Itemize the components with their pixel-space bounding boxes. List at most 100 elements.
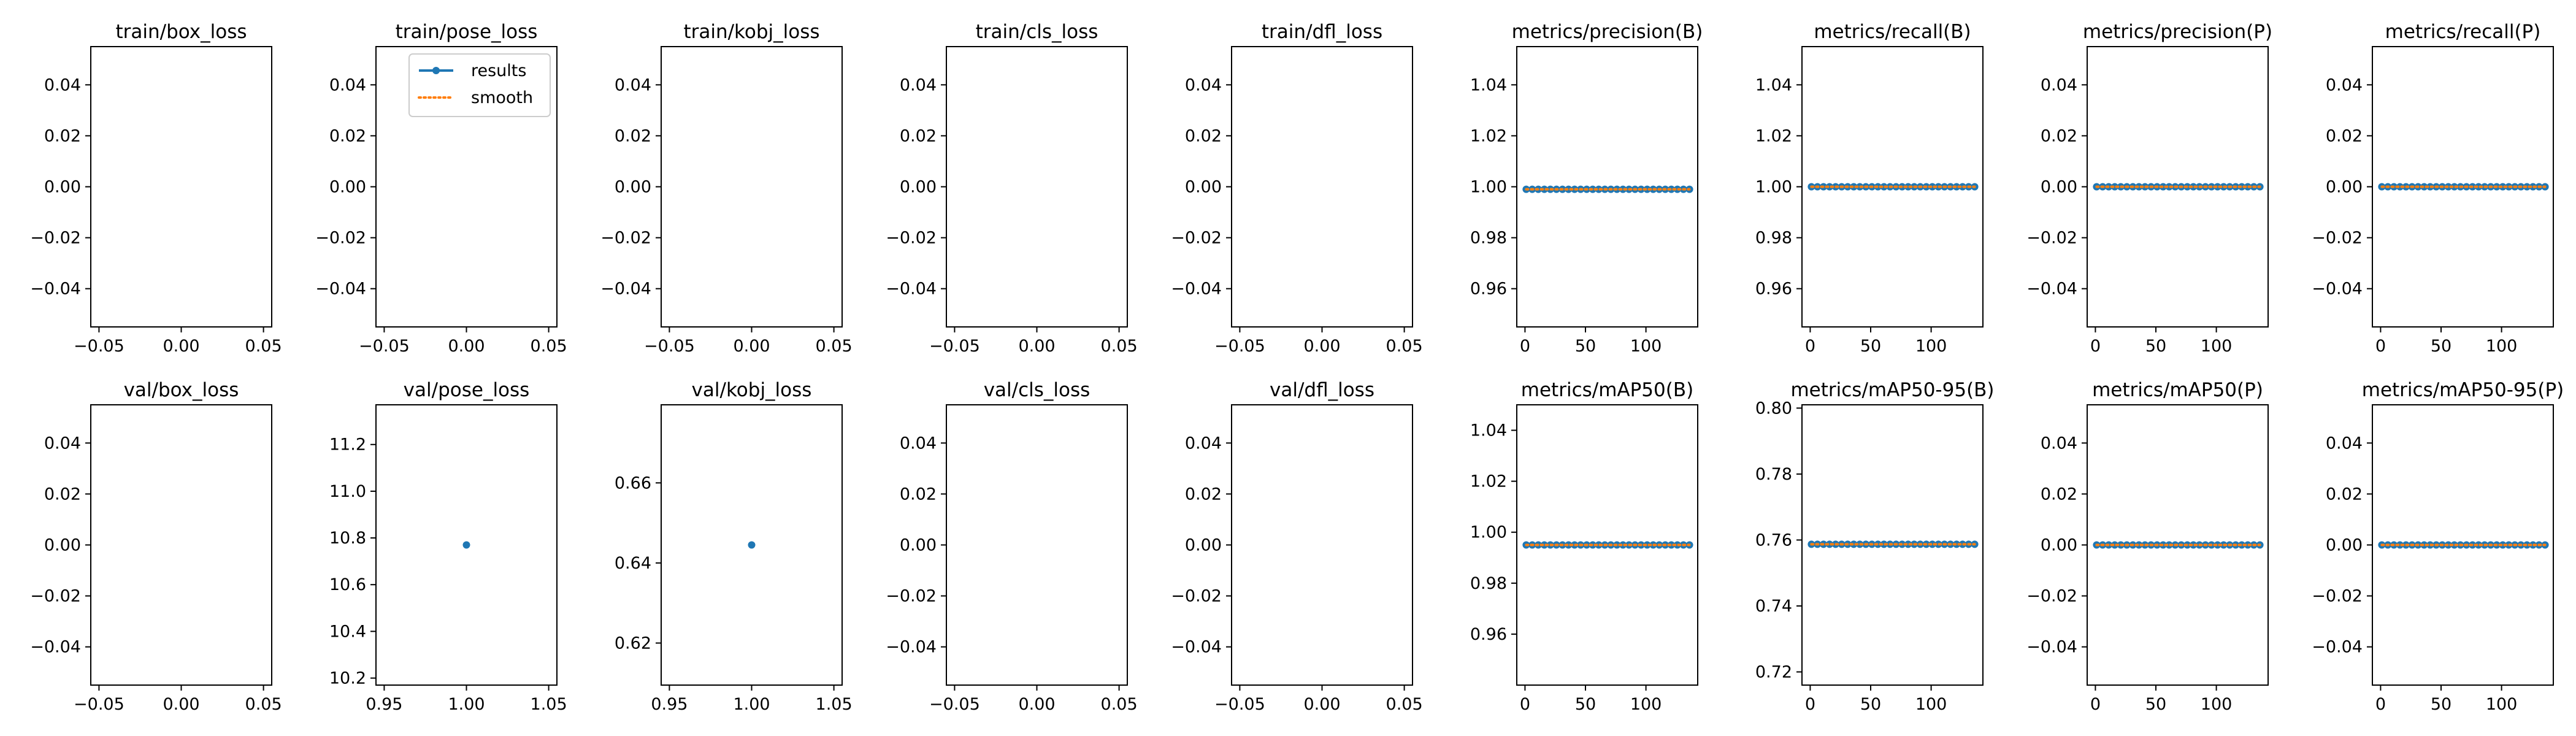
results-point	[1619, 185, 1627, 193]
x-tick-label: 0	[1520, 695, 1530, 714]
y-tick-label: −0.02	[600, 229, 651, 248]
y-tick-label: 0.78	[1755, 465, 1792, 484]
results-point	[1540, 541, 1548, 549]
x-tick-label: 100	[2201, 337, 2233, 356]
y-tick-label: 1.02	[1470, 472, 1507, 491]
y-tick-label: 10.4	[329, 622, 366, 641]
y-tick-label: 0.00	[44, 178, 81, 197]
x-tick-label: 0.05	[816, 337, 853, 356]
subplot: metrics/mAP50-95(B) 0 50 100 0.72 0.74 0.76 0.7…	[1755, 379, 1995, 714]
axes-frame	[90, 404, 272, 686]
x-tick-label: 0.00	[163, 337, 199, 356]
x-tick-label: 50	[2431, 337, 2451, 356]
subplot: metrics/precision(B) 0 50 100 0.96 0.98 1.00 1.…	[1470, 21, 1703, 356]
results-point	[1928, 183, 1936, 191]
subplot-title: metrics/mAP50(P)	[2092, 379, 2263, 401]
y-tick-label: 0.66	[615, 473, 651, 493]
y-tick-label: 0.02	[900, 126, 937, 145]
subplot: metrics/mAP50(B) 0 50 100 0.96 0.98 1.00 1.02 1.…	[1470, 379, 1698, 714]
y-tick-label: −0.02	[2312, 229, 2363, 248]
subplot-title: val/kobj_loss	[692, 379, 812, 401]
y-tick-label: 10.2	[329, 669, 366, 688]
results-point	[2190, 541, 2198, 549]
y-tick-label: −0.04	[2026, 280, 2077, 299]
results-point	[1850, 183, 1858, 191]
y-tick-label: 0.00	[1185, 178, 1222, 197]
y-tick-label: −0.04	[1171, 280, 1222, 299]
results-point	[2110, 183, 2118, 191]
y-tick-label: 0.04	[329, 75, 366, 94]
y-tick-label: 0.98	[1470, 229, 1507, 248]
results-point	[1904, 540, 1912, 548]
x-tick-label: 100	[1630, 337, 1662, 356]
subplot-title: train/dfl_loss	[1262, 21, 1382, 43]
y-tick-label: 11.2	[329, 435, 366, 454]
y-tick-label: 0.76	[1755, 531, 1792, 550]
x-tick-label: 50	[2145, 695, 2166, 714]
y-tick-label: 1.04	[1470, 75, 1507, 94]
results-point	[2475, 541, 2483, 549]
results-point	[1850, 540, 1858, 548]
subplot: train/pose_loss −0.05 0.00 0.05 −0.04 −0.02 0.…	[315, 21, 567, 356]
y-tick-label: 0.02	[1185, 126, 1222, 145]
axes-frame	[1801, 404, 1984, 686]
x-tick-label: 0	[2375, 695, 2386, 714]
x-tick-label: 0.05	[531, 337, 567, 356]
subplot: val/box_loss −0.05 0.00 0.05 −0.04 −0.02 0.00 0…	[30, 379, 282, 714]
results-point	[2499, 183, 2507, 191]
x-tick-label: 0.95	[366, 695, 402, 714]
x-tick-label: −0.05	[359, 337, 410, 356]
y-tick-label: 11.0	[329, 482, 366, 501]
subplot: train/box_loss −0.05 0.00 0.05 −0.04 −0.02 0.0…	[30, 21, 282, 356]
y-tick-label: 0.02	[615, 126, 651, 145]
y-tick-label: −0.02	[886, 587, 937, 606]
x-tick-label: 0.00	[448, 337, 485, 356]
x-tick-label: 50	[1860, 695, 1881, 714]
results-point	[2135, 541, 2143, 549]
y-tick-label: 0.96	[1470, 280, 1507, 299]
x-tick-label: 0.95	[651, 695, 688, 714]
y-tick-label: 0.80	[1755, 399, 1792, 418]
axes-frame	[90, 46, 272, 328]
y-tick-label: −0.04	[315, 280, 366, 299]
x-tick-label: 100	[1630, 695, 1662, 714]
y-tick-label: −0.02	[2312, 587, 2363, 606]
x-tick-label: −0.05	[929, 695, 980, 714]
x-tick-label: 100	[2486, 695, 2518, 714]
y-tick-label: 0.04	[44, 75, 81, 94]
results-point	[2420, 183, 2428, 191]
results-point	[1643, 541, 1651, 549]
axes-frame	[2087, 404, 2269, 686]
results-point	[1643, 185, 1651, 193]
y-tick-label: 0.04	[2041, 434, 2077, 453]
subplot-title: metrics/mAP50(B)	[1521, 379, 1693, 401]
y-tick-label: 1.04	[1755, 75, 1792, 94]
results-point	[2135, 183, 2143, 191]
y-tick-label: −0.04	[2312, 280, 2363, 299]
results-point	[2396, 541, 2404, 549]
subplot-title: train/box_loss	[115, 21, 247, 43]
x-tick-label: 0	[2375, 337, 2386, 356]
y-tick-label: 0.04	[2041, 75, 2077, 94]
y-tick-label: 0.64	[615, 554, 651, 573]
x-tick-label: 0.00	[1018, 337, 1055, 356]
y-tick-label: 0.04	[2326, 434, 2363, 453]
x-tick-label: 0.05	[245, 695, 282, 714]
y-tick-label: 0.00	[615, 178, 651, 197]
y-tick-label: −0.04	[2312, 638, 2363, 657]
y-tick-label: 0.98	[1755, 229, 1792, 248]
x-tick-label: 50	[2145, 337, 2166, 356]
y-tick-label: 0.04	[1185, 75, 1222, 94]
subplot-title: metrics/recall(P)	[2385, 21, 2541, 43]
y-tick-label: 0.00	[900, 536, 937, 555]
y-tick-label: −0.02	[1171, 229, 1222, 248]
x-tick-label: 0.00	[1303, 695, 1340, 714]
y-tick-label: 1.00	[1470, 178, 1507, 197]
subplot: metrics/recall(B) 0 50 100 0.96 0.98 1.00 1.02 1…	[1755, 21, 1984, 356]
results-point	[2190, 183, 2198, 191]
x-tick-label: 50	[1575, 695, 1596, 714]
axes-frame	[1231, 404, 1413, 686]
subplot-title: val/pose_loss	[404, 379, 530, 401]
y-tick-label: −0.04	[30, 638, 81, 657]
y-tick-label: 10.8	[329, 529, 366, 548]
